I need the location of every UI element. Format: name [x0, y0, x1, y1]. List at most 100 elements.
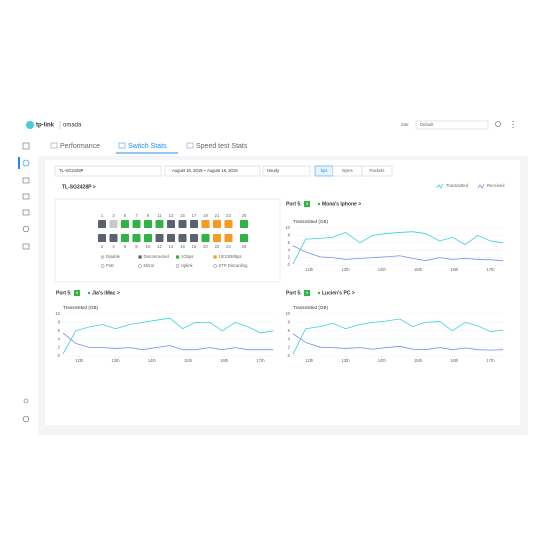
- port[interactable]: [240, 220, 248, 228]
- port-badge-number: 5: [76, 290, 79, 295]
- port[interactable]: [132, 220, 141, 228]
- tab-icon: [50, 142, 58, 149]
- brand: tp-link: [36, 123, 55, 129]
- x-tick-label: 16th: [220, 358, 229, 363]
- menu-icon[interactable]: [512, 120, 514, 129]
- chart-card: [285, 199, 515, 283]
- legend-swatch: [101, 255, 105, 259]
- port[interactable]: [201, 234, 210, 242]
- legend-label: Disable: [106, 254, 121, 259]
- date-picker[interactable]: [164, 165, 261, 177]
- site-select[interactable]: [415, 120, 489, 130]
- brand-logo: [26, 121, 34, 129]
- port[interactable]: [190, 234, 198, 242]
- port-number: 25: [242, 213, 247, 218]
- y-tick-label: 2: [288, 345, 291, 350]
- port[interactable]: [201, 220, 210, 228]
- client-name[interactable]: Mona's Iphone >: [322, 201, 361, 207]
- port[interactable]: [121, 220, 129, 228]
- product: omada: [63, 123, 82, 129]
- port[interactable]: [132, 234, 141, 242]
- legend-swatch: [138, 255, 142, 259]
- client-name[interactable]: Lucien's PC >: [322, 290, 355, 296]
- port-number: 16: [180, 244, 185, 249]
- port-number: 5: [124, 213, 127, 218]
- port[interactable]: [144, 234, 152, 242]
- port-number: 19: [203, 213, 208, 218]
- y-tick-label: 2: [288, 255, 291, 260]
- port-badge: [74, 290, 80, 296]
- site-label: Site:: [401, 122, 409, 127]
- legend-label: PoE: [106, 263, 114, 268]
- port[interactable]: [121, 234, 129, 242]
- port[interactable]: [213, 234, 221, 242]
- y-tick-label: 4: [288, 247, 291, 252]
- legend-label: Transmitted: [446, 183, 469, 188]
- port[interactable]: [144, 220, 152, 228]
- series-line: [292, 318, 504, 355]
- port-number: 3: [112, 213, 115, 218]
- sidebar-active: [18, 157, 20, 169]
- port[interactable]: [190, 220, 198, 228]
- x-tick-label: 17th: [486, 267, 495, 272]
- port[interactable]: [167, 220, 175, 228]
- legend-label: 10/100Mbps: [219, 254, 242, 259]
- port[interactable]: [167, 234, 175, 242]
- port[interactable]: [240, 234, 248, 242]
- legend-icon: [100, 264, 105, 268]
- legend-swatch: [436, 183, 444, 189]
- unit-button[interactable]: [361, 165, 393, 177]
- device-select[interactable]: [54, 165, 162, 177]
- legend-label: STP Discarding: [219, 263, 249, 268]
- sidebar-icons[interactable]: [22, 142, 30, 423]
- port[interactable]: [178, 220, 187, 228]
- port[interactable]: [224, 220, 233, 228]
- unit-label: bps: [321, 168, 328, 173]
- port[interactable]: [155, 234, 164, 242]
- interval-select[interactable]: [262, 165, 311, 177]
- port-number: 17: [192, 213, 197, 218]
- legend-label: Uplink: [181, 263, 194, 268]
- x-tick-label: 17th: [256, 358, 265, 363]
- x-tick-label: 14th: [148, 358, 157, 363]
- tab[interactable]: Switch Stats: [128, 143, 167, 150]
- port-number: 9: [147, 213, 150, 218]
- port[interactable]: [109, 220, 118, 228]
- y-tick-label: 0: [288, 262, 291, 267]
- port[interactable]: [224, 234, 233, 242]
- y-axis-title: Transmitted (GB): [63, 305, 99, 310]
- x-tick-label: 14th: [378, 267, 387, 272]
- y-tick-label: 8: [288, 320, 291, 325]
- chart-card: [55, 288, 285, 372]
- y-axis-title: Transmitted (GB): [293, 219, 329, 224]
- x-tick-label: 13th: [111, 358, 120, 363]
- x-tick-label: 16th: [450, 267, 459, 272]
- client-name[interactable]: Jia's iMac >: [92, 290, 120, 296]
- port[interactable]: [98, 234, 106, 242]
- port-number: 26: [242, 244, 247, 249]
- port[interactable]: [155, 220, 164, 228]
- legend-swatch: [176, 255, 180, 259]
- status-dot: [317, 291, 321, 295]
- x-tick-label: 14th: [378, 358, 387, 363]
- port-number: 6: [124, 244, 127, 249]
- search-icon[interactable]: [495, 121, 501, 127]
- device: TL-SG2428P: [59, 168, 84, 173]
- legend-icon: [175, 264, 180, 268]
- status-dot: [317, 202, 321, 206]
- port[interactable]: [98, 220, 106, 228]
- tab[interactable]: Speed test Stats: [196, 143, 248, 150]
- y-tick-label: 4: [58, 336, 61, 341]
- y-tick-label: 8: [288, 233, 291, 238]
- port-number: 2: [101, 244, 104, 249]
- port[interactable]: [109, 234, 118, 242]
- port-badge: [304, 201, 310, 207]
- x-tick-label: 13th: [341, 358, 350, 363]
- tab[interactable]: Performance: [60, 143, 100, 150]
- port[interactable]: [178, 234, 187, 242]
- port-number: 4: [112, 244, 115, 249]
- device-link[interactable]: TL-SG2428P >: [62, 184, 96, 190]
- port-number: 12: [157, 244, 162, 249]
- port[interactable]: [213, 220, 221, 228]
- legend-icon: [213, 264, 217, 268]
